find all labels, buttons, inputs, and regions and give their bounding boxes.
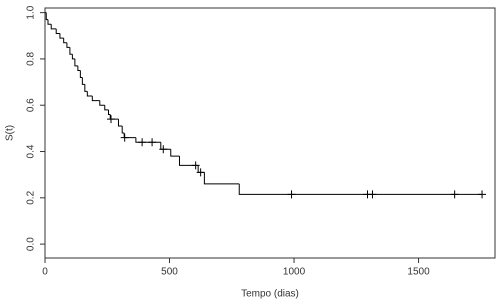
survival-step	[66, 42, 70, 48]
survival-step	[135, 137, 161, 143]
y-tick-label: 0.0	[26, 237, 37, 251]
survival-step	[71, 54, 75, 60]
survival-step	[59, 33, 64, 39]
censor-mark	[191, 161, 200, 170]
survival-step	[84, 84, 88, 92]
censor-mark	[478, 190, 487, 199]
censor-mark	[450, 190, 459, 199]
survival-step	[104, 105, 109, 111]
y-tick-label: 0.2	[26, 190, 37, 204]
censor-mark	[138, 138, 147, 147]
x-tick-label: 1000	[283, 267, 306, 278]
y-axis-label: S(t)	[5, 125, 16, 141]
y-tick-label: 0.4	[26, 144, 37, 158]
survival-step	[77, 65, 81, 71]
x-axis-label: Tempo (dias)	[241, 289, 299, 300]
survival-step	[81, 77, 85, 85]
survival-step	[123, 133, 136, 139]
survival-step	[79, 70, 83, 78]
censor-mark	[148, 138, 157, 147]
survival-step	[170, 149, 180, 157]
survival-step	[117, 119, 123, 127]
y-tick-label: 1.0	[26, 5, 37, 19]
survival-step	[74, 58, 78, 67]
survival-step	[86, 91, 93, 97]
survival-step	[238, 183, 483, 195]
censor-mark	[287, 190, 296, 199]
censor-mark	[368, 190, 377, 199]
censor-mark	[196, 168, 205, 177]
y-tick-label: 0.6	[26, 98, 37, 112]
survival-step	[47, 19, 52, 25]
x-tick-label: 1500	[407, 267, 430, 278]
x-tick-label: 0	[42, 267, 48, 278]
x-tick-label: 500	[161, 267, 178, 278]
survival-step	[108, 109, 111, 115]
survival-step	[121, 126, 125, 134]
survival-step	[203, 172, 240, 185]
survival-step	[63, 38, 67, 44]
survival-step	[160, 142, 171, 150]
censor-mark	[106, 115, 115, 124]
survival-step	[99, 100, 105, 106]
survival-step	[45, 12, 48, 21]
survival-step	[197, 165, 205, 173]
y-tick-label: 0.8	[26, 52, 37, 66]
censor-mark	[159, 145, 168, 154]
survival-step	[91, 95, 100, 102]
survival-step	[50, 24, 57, 30]
survival-step	[55, 28, 60, 34]
plot-frame	[44, 7, 496, 259]
survival-step	[69, 47, 73, 55]
censor-mark	[120, 133, 129, 142]
